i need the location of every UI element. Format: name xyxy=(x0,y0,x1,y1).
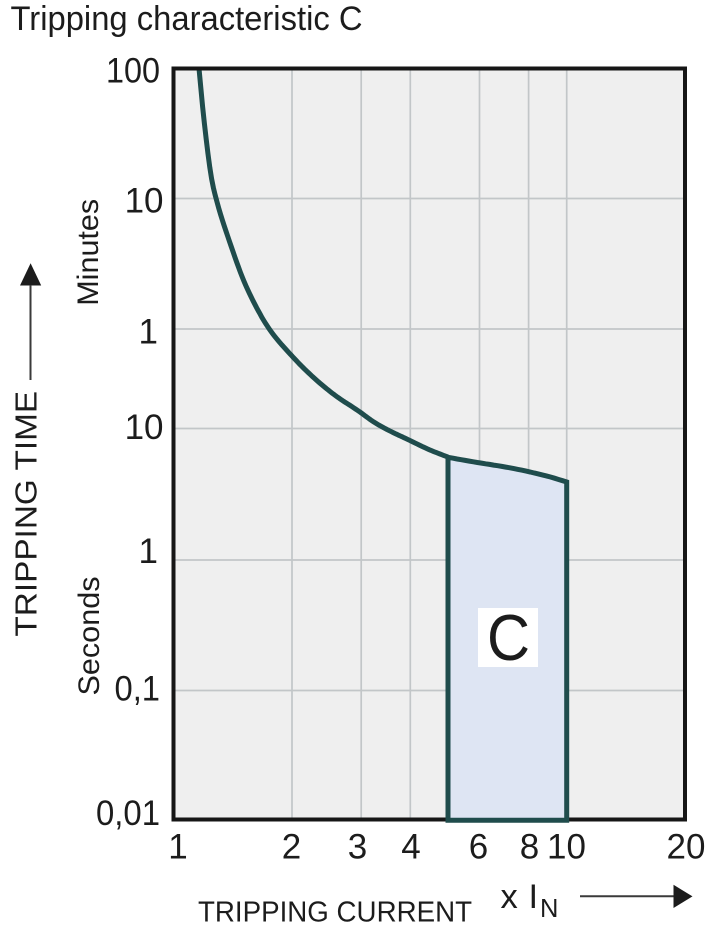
svg-text:1: 1 xyxy=(139,312,158,351)
svg-text:1: 1 xyxy=(139,532,158,571)
svg-text:TRIPPING CURRENT: TRIPPING CURRENT xyxy=(198,896,472,928)
svg-text:0,01: 0,01 xyxy=(96,794,160,833)
svg-text:8: 8 xyxy=(520,827,539,866)
svg-text:Minutes: Minutes xyxy=(72,199,105,306)
svg-text:6: 6 xyxy=(469,827,488,866)
svg-text:10: 10 xyxy=(125,408,164,447)
svg-text:N: N xyxy=(540,895,558,923)
svg-text:I: I xyxy=(529,878,539,916)
svg-text:3: 3 xyxy=(348,827,367,866)
svg-text:TRIPPING TIME: TRIPPING TIME xyxy=(10,391,44,637)
svg-text:2: 2 xyxy=(282,827,301,866)
svg-text:20: 20 xyxy=(667,827,706,866)
svg-text:x: x xyxy=(501,878,518,916)
svg-text:1: 1 xyxy=(168,827,187,866)
svg-text:C: C xyxy=(487,601,530,674)
svg-text:10: 10 xyxy=(547,827,586,866)
svg-text:Seconds: Seconds xyxy=(73,577,106,696)
svg-text:Tripping characteristic C: Tripping characteristic C xyxy=(11,0,363,38)
svg-text:100: 100 xyxy=(106,52,160,91)
svg-text:10: 10 xyxy=(125,182,164,221)
svg-text:0,1: 0,1 xyxy=(115,669,161,708)
svg-text:4: 4 xyxy=(401,827,420,866)
